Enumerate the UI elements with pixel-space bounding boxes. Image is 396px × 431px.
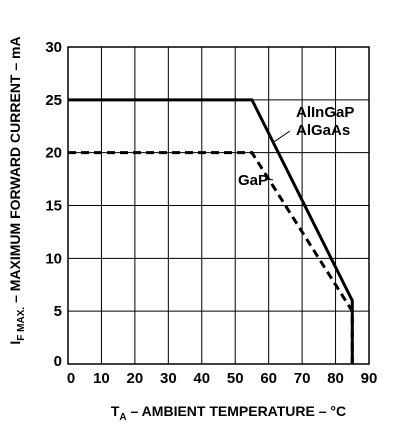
annotation-label-alingap: AlInGaP [296,104,354,121]
y-axis-title-subscript: F MAX. [16,307,27,341]
series-lines [68,98,354,364]
x-tick-label: 30 [160,370,177,387]
y-tick-label: 5 [54,303,62,320]
plot-frame [67,46,370,365]
y-tick-label: 25 [45,92,62,109]
alingap-leader-line [273,130,291,143]
y-tick-label: 15 [45,198,62,215]
y-axis-title-rest: – MAXIMUM FORWARD CURRENT – mA [7,36,23,306]
x-tick-label: 0 [67,370,75,387]
y-tick-label: 0 [54,353,62,370]
annotation-label-gap: GaP [238,172,268,189]
x-tick-label: 80 [327,370,344,387]
x-tick-label: 50 [227,370,244,387]
tick-labels: 0 10 20 30 40 50 60 70 80 90 0 5 10 15 20 25 30 [45,39,377,387]
x-axis-title-subscript: A [119,412,126,423]
x-axis-title-main: T [111,403,120,419]
y-tick-label: 30 [45,39,62,56]
x-tick-label: 70 [294,370,311,387]
x-tick-label: 60 [260,370,277,387]
x-tick-label: 20 [127,370,144,387]
x-axis-title-rest: – AMBIENT TEMPERATURE – °C [127,403,347,419]
x-tick-label: 10 [93,370,110,387]
y-tick-label: 10 [45,250,62,267]
annotation-label-algaas: AlGaAs [296,122,350,139]
x-tick-label: 40 [193,370,210,387]
y-axis-title: IF MAX. – MAXIMUM FORWARD CURRENT – mA [7,36,27,344]
gap-leader-line [268,178,274,181]
x-tick-label: 90 [361,370,378,387]
x-axis-title: TA – AMBIENT TEMPERATURE – °C [111,403,346,423]
y-axis-title-main: I [7,341,23,345]
series-line-alingap-algaas [68,98,354,364]
grid-lines [68,47,369,364]
y-tick-label: 20 [45,145,62,162]
series-line-gap [68,151,354,364]
